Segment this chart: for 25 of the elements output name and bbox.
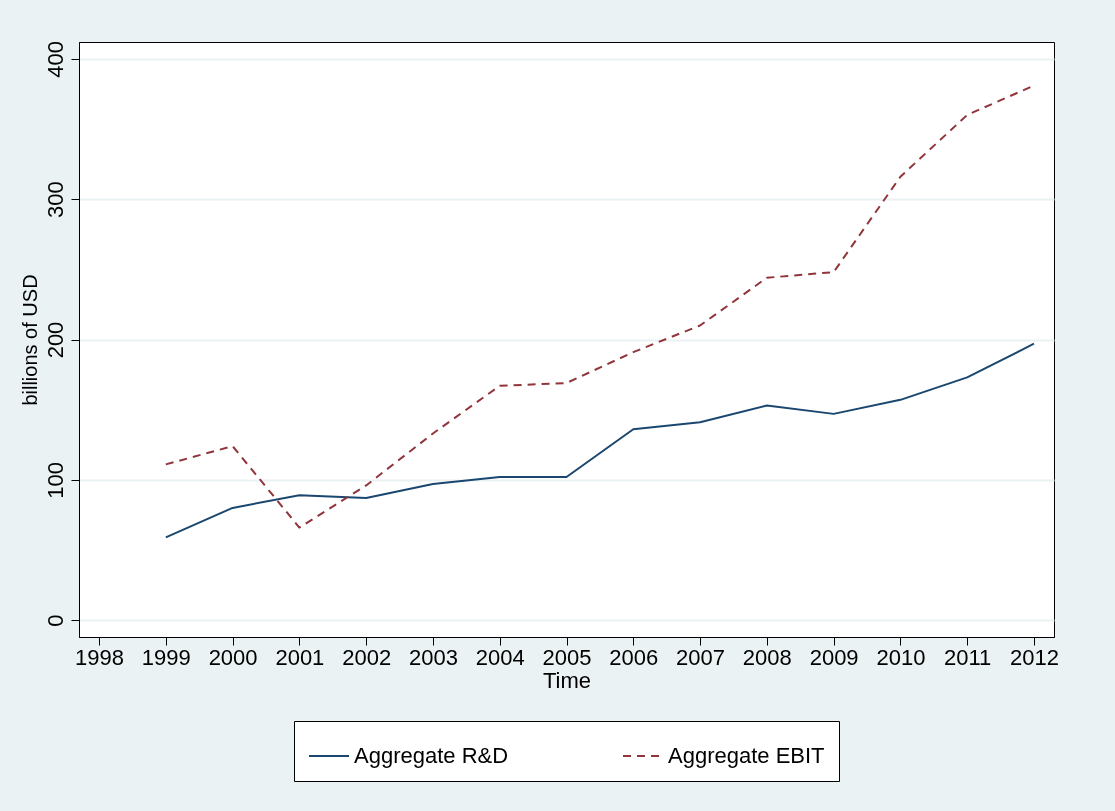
y-axis-title: billions of USD — [18, 274, 41, 406]
x-tick-label: 2000 — [208, 644, 258, 670]
y-tick-label: 400 — [42, 40, 68, 78]
line-series — [164, 342, 1035, 539]
x-tick-label: 2009 — [809, 644, 859, 670]
legend-label: Aggregate R&D — [354, 743, 509, 768]
x-tick-label: 2002 — [342, 644, 392, 670]
legend-label: Aggregate EBIT — [668, 743, 825, 768]
x-tick-label: 2010 — [876, 644, 926, 670]
x-tick-label: 2004 — [475, 644, 525, 670]
x-axis-title: Time — [542, 667, 592, 693]
y-tick-label: 200 — [42, 321, 68, 359]
x-tick-label: 2005 — [542, 644, 592, 670]
x-tick-label: 2012 — [1009, 644, 1059, 670]
y-tick-label: 100 — [42, 461, 68, 499]
x-tick-label: 2006 — [609, 644, 659, 670]
x-tick-label: 1999 — [141, 644, 191, 670]
x-tick-label: 2008 — [742, 644, 792, 670]
x-tick-label: 2001 — [275, 644, 325, 670]
x-tick-label: 2007 — [676, 644, 726, 670]
x-tick-label: 2003 — [408, 644, 458, 670]
x-tick-label: 1998 — [75, 644, 125, 670]
y-tick-label: 0 — [42, 614, 68, 627]
y-tick-label: 300 — [42, 181, 68, 219]
x-tick-label: 2011 — [944, 644, 992, 670]
